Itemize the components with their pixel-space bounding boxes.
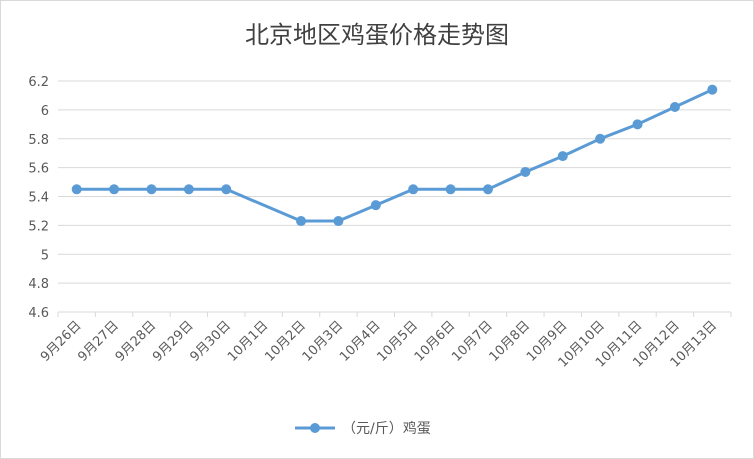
data-point [482,184,493,195]
data-point [370,200,381,211]
data-point [408,184,419,195]
x-tick-label: 10月5日 [374,318,421,365]
x-tick-label: 10月7日 [449,318,496,365]
legend: （元/斤）鸡蛋 [295,420,431,437]
data-point [520,166,531,177]
y-tick-label: 5.8 [28,133,49,148]
x-tick-label: 10月4日 [337,318,384,365]
data-point [221,184,232,195]
data-point [71,184,82,195]
y-tick-label: 6.2 [28,75,49,90]
data-point [445,184,456,195]
x-tick-label: 9月28日 [113,318,160,365]
y-tick-label: 5 [41,248,49,263]
data-point [557,151,568,162]
y-tick-label: 5.4 [28,191,49,206]
x-tick-label: 9月29日 [150,318,197,365]
y-tick-label: 5.2 [28,219,49,234]
data-point [183,184,194,195]
x-tick-label: 9月30日 [188,318,235,365]
x-axis-ticks: 9月26日9月27日9月28日9月29日9月30日10月1日10月2日10月3日… [38,312,732,371]
legend-label: （元/斤）鸡蛋 [342,420,431,437]
data-point [333,216,344,227]
chart-title: 北京地区鸡蛋价格走势图 [245,21,509,49]
x-tick-label: 10月6日 [412,318,459,365]
legend-marker [310,423,320,433]
x-tick-label: 10月8日 [487,318,534,365]
y-tick-label: 5.6 [28,162,49,177]
data-point [109,184,120,195]
x-tick-label: 10月2日 [262,318,309,365]
data-point [296,216,307,227]
data-point [632,119,643,130]
x-tick-label: 10月3日 [300,318,347,365]
y-tick-label: 4.6 [28,306,49,321]
data-point [146,184,157,195]
series-layer [71,84,718,227]
y-axis-ticks: 4.6 4.8 5 5.2 5.4 5.6 5.8 6 6.2 [28,75,49,321]
data-point [707,84,718,95]
x-tick-label: 9月27日 [75,318,122,365]
y-tick-label: 4.8 [28,277,49,292]
x-tick-label: 10月1日 [225,318,272,365]
y-tick-label: 6 [41,104,49,119]
data-point [595,133,606,144]
data-point [669,101,680,112]
x-tick-label: 9月26日 [38,318,85,365]
